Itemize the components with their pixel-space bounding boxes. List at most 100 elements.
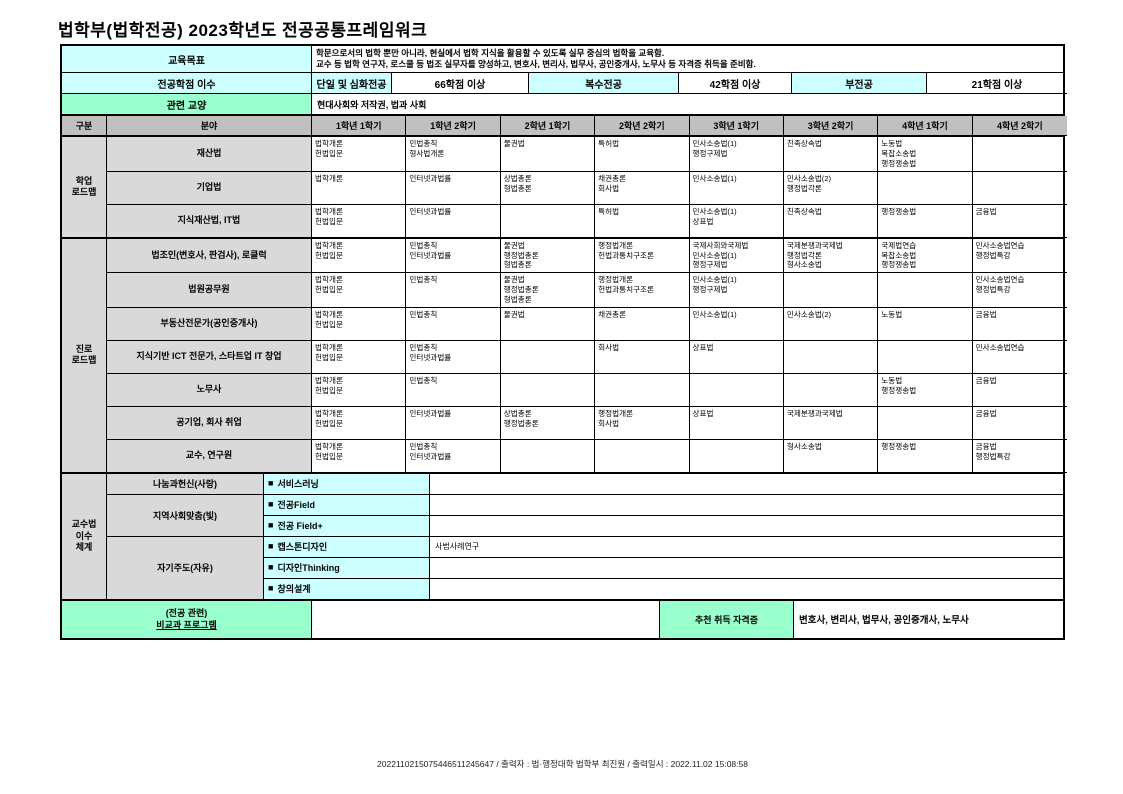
pedagogy-item-name: ■ 전공Field [264, 494, 430, 516]
course-cell [689, 373, 784, 407]
course-cell [500, 439, 596, 473]
checkbox-square-icon: ■ [268, 541, 274, 552]
course-cell: 민사소송법(1) [689, 171, 784, 205]
course-cell: 특허법 [595, 204, 690, 238]
checkbox-square-icon: ■ [268, 499, 274, 510]
course-cell [595, 373, 690, 407]
credit-value-double: 42학점 이상 [679, 73, 792, 95]
course-cell: 국제법연습 복잡소송법 행정쟁송법 [878, 238, 973, 274]
course-cell: 특허법 [595, 137, 690, 172]
header-sem-1-2: 1학년 2학기 [406, 116, 501, 137]
course-cell: 민사소송법(1) 상표법 [689, 204, 784, 238]
row-field-label: 노무사 [107, 373, 312, 407]
pedagogy-item-content [430, 516, 1063, 537]
header-sem-2-2: 2학년 2학기 [595, 116, 690, 137]
major-credits-row: 전공학점 이수 단일 및 심화전공 66학점 이상 복수전공 42학점 이상 부… [62, 73, 1067, 95]
course-cell: 민사소송법연습 [972, 341, 1067, 374]
pedagogy-item-content [430, 579, 1063, 600]
education-goal-text: 학문으로서의 법학 뿐만 아니라, 현실에서 법학 지식을 활용할 수 있도록 … [312, 46, 1063, 74]
course-cell [595, 439, 690, 473]
section-rows: 법조인(변호사, 판검사), 로클럭 법학개론 헌법입문 민법총칙 인터넷과법률 물권법 행… [107, 238, 1067, 473]
header-sem-3-2: 3학년 2학기 [783, 116, 879, 137]
roadmap-row: 공기업, 회사 취업 법학개론 헌법입문 인터넷과법률 상법총론 행정법총론 행정법개론 회사… [107, 406, 1067, 440]
credit-value-minor: 21학점 이상 [927, 73, 1067, 95]
recommended-certs-label: 추천 취득 자격증 [660, 600, 794, 638]
course-cell [783, 340, 879, 374]
course-cell: 민사소송법연습 행정법특강 [972, 273, 1067, 308]
course-cell: 물권법 행정법총론 형법총론 [500, 238, 596, 274]
row-field-label: 법원공무원 [107, 273, 312, 308]
course-cell: 행정법개론 회사법 [595, 406, 690, 440]
pedagogy-item-content: 사법사례연구 [430, 537, 1063, 558]
roadmap-section: 학업 로드맵 재산법 법학개론 헌법입문 민법총칙 형사법개론 물권법 특허법 민사소송법(1) 행… [62, 136, 1067, 238]
roadmap-row: 법조인(변호사, 판검사), 로클럭 법학개론 헌법입문 민법총칙 인터넷과법률 물권법 행… [107, 238, 1067, 274]
course-cell [500, 373, 596, 407]
course-cell: 금융법 행정법특강 [972, 440, 1067, 473]
course-cell: 법학개론 헌법입문 [312, 307, 407, 341]
pedagogy-group-label: 지역사회맞춤(빛) [107, 494, 264, 537]
pedagogy-item: ■ 전공Field [264, 494, 1063, 516]
pedagogy-item-label: 전공 Field+ [277, 521, 323, 532]
course-cell: 상표법 [689, 406, 784, 440]
pedagogy-item: ■ 전공 Field+ [264, 515, 1063, 537]
course-cell: 민법총칙 [406, 307, 501, 341]
education-goal-row: 교육목표 학문으로서의 법학 뿐만 아니라, 현실에서 법학 지식을 활용할 수… [62, 46, 1063, 74]
course-cell: 민사소송법(1) [689, 307, 784, 341]
section-gubun-label: 진로 로드맵 [62, 238, 107, 473]
pedagogy-group-label: 나눔과헌신(사랑) [107, 473, 264, 495]
course-cell: 행정법개론 헌법과통치구조론 [595, 273, 690, 308]
course-cell: 법학개론 헌법입문 [312, 406, 407, 440]
course-cell: 민사소송법(2) 행정법각론 [783, 171, 879, 205]
pedagogy-item-label: 전공Field [277, 500, 315, 511]
course-cell: 법학개론 헌법입문 [312, 137, 407, 172]
education-goal-label: 교육목표 [62, 46, 312, 74]
row-field-label: 기업법 [107, 171, 312, 205]
course-cell: 친족상속법 [783, 137, 879, 172]
roadmap-row: 부동산전문가(공인중개사) 법학개론 헌법입문 민법총칙 물권법 채권총론 민사소송법(1)… [107, 307, 1067, 341]
extracurricular-label-line2: 비교과 프로그램 [156, 620, 217, 631]
print-footer: 2022110215075446511245647 / 출력자 : 법·행정대학… [377, 759, 748, 769]
related-liberal-arts-value: 현대사회와 저작권, 법과 사회 [312, 94, 1063, 116]
course-cell: 국제사회와국제법 민사소송법(1) 행정구제법 [689, 238, 784, 274]
roadmap-row: 기업법 법학개론 인터넷과법률 상법총론 형법총론 채권총론 회사법 민사소송법(1) 민사소송… [107, 171, 1067, 205]
pedagogy-item-label: 캡스톤디자인 [277, 542, 328, 553]
pedagogy-items: ■ 서비스러닝 [264, 473, 1063, 495]
credit-type-double: 복수전공 [529, 73, 679, 95]
course-cell: 채권총론 회사법 [595, 171, 690, 205]
roadmap-row: 교수, 연구원 법학개론 헌법입문 민법총칙 인터넷과법률 형사소송법 행정쟁송법 금융법 행정… [107, 439, 1067, 473]
pedagogy-group-label: 자기주도(자유) [107, 536, 264, 600]
course-cell: 노동법 행정쟁송법 [878, 373, 973, 407]
course-cell: 법학개론 헌법입문 [312, 204, 407, 238]
row-field-label: 교수, 연구원 [107, 439, 312, 473]
checkbox-square-icon: ■ [268, 478, 274, 489]
checkbox-square-icon: ■ [268, 562, 274, 573]
row-field-label: 공기업, 회사 취업 [107, 406, 312, 440]
checkbox-square-icon: ■ [268, 520, 274, 531]
major-credits-label: 전공학점 이수 [62, 73, 312, 95]
course-cell: 상표법 [689, 340, 784, 374]
course-cell: 금융법 [972, 308, 1067, 341]
roadmap-row: 재산법 법학개론 헌법입문 민법총칙 형사법개론 물권법 특허법 민사소송법(1) 행정구제법 친… [107, 137, 1067, 172]
pedagogy-item: ■ 캡스톤디자인 사법사례연구 [264, 536, 1063, 558]
course-cell: 법학개론 헌법입문 [312, 238, 407, 274]
header-sem-4-1: 4학년 1학기 [878, 116, 973, 137]
course-cell: 법학개론 [312, 171, 407, 205]
row-field-label: 부동산전문가(공인중개사) [107, 307, 312, 341]
row-field-label: 지식재산법, IT법 [107, 204, 312, 238]
course-cell: 상법총론 행정법총론 [500, 406, 596, 440]
course-cell [783, 373, 879, 407]
course-cell: 행정법개론 헌법과통치구조론 [595, 238, 690, 274]
course-cell: 물권법 [500, 137, 596, 172]
course-cell: 회사법 [595, 340, 690, 374]
course-cell [783, 273, 879, 308]
roadmap-row: 지식기반 ICT 전문가, 스타트업 IT 창업 법학개론 헌법입문 민법총칙 인터넷과… [107, 340, 1067, 374]
pedagogy-item-content [430, 474, 1063, 495]
pedagogy-items: ■ 전공Field ■ 전공 Field+ [264, 494, 1063, 537]
pedagogy-section: 교수법 이수 체계 나눔과헌신(사랑) ■ 서비스러닝 지역사회맞춤(빛) ■ 전공Field ■… [62, 472, 1063, 600]
course-cell [972, 137, 1067, 172]
pedagogy-group: 지역사회맞춤(빛) ■ 전공Field ■ 전공 Field+ [107, 494, 1063, 537]
course-cell: 인터넷과법률 [406, 171, 501, 205]
roadmap-sections: 학업 로드맵 재산법 법학개론 헌법입문 민법총칙 형사법개론 물권법 특허법 민사소송법(1) 행… [62, 136, 1067, 473]
course-cell: 법학개론 헌법입문 [312, 373, 407, 407]
